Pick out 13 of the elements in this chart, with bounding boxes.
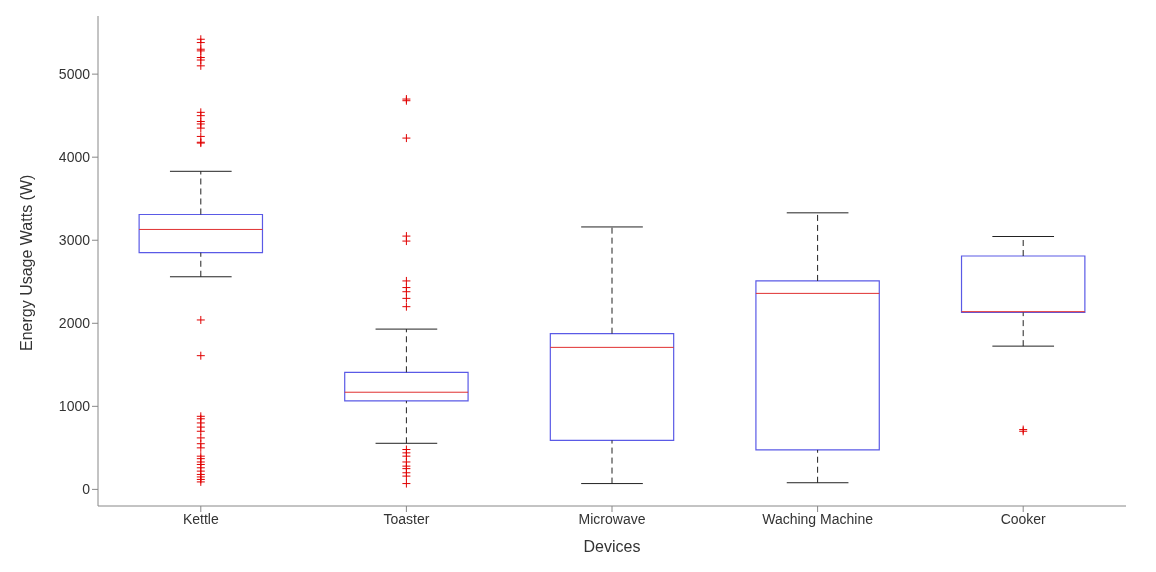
x-axis-title: Devices [583,538,641,555]
y-tick-label: 3000 [58,232,91,249]
y-tick-label: 5000 [58,66,91,83]
x-tick-label: Toaster [383,510,430,527]
x-tick-label: Waching Machine [762,510,874,527]
x-tick-label: Kettle [182,510,219,527]
y-tick-label: 0 [82,481,91,498]
x-tick-label: Microwave [578,510,646,527]
y-axis-title: Energy Usage Watts (W) [17,174,35,351]
x-tick-label: Cooker [1000,510,1047,527]
y-tick-label: 4000 [58,149,91,166]
y-tick-label: 1000 [58,398,91,415]
y-tick-label: 2000 [58,315,91,332]
